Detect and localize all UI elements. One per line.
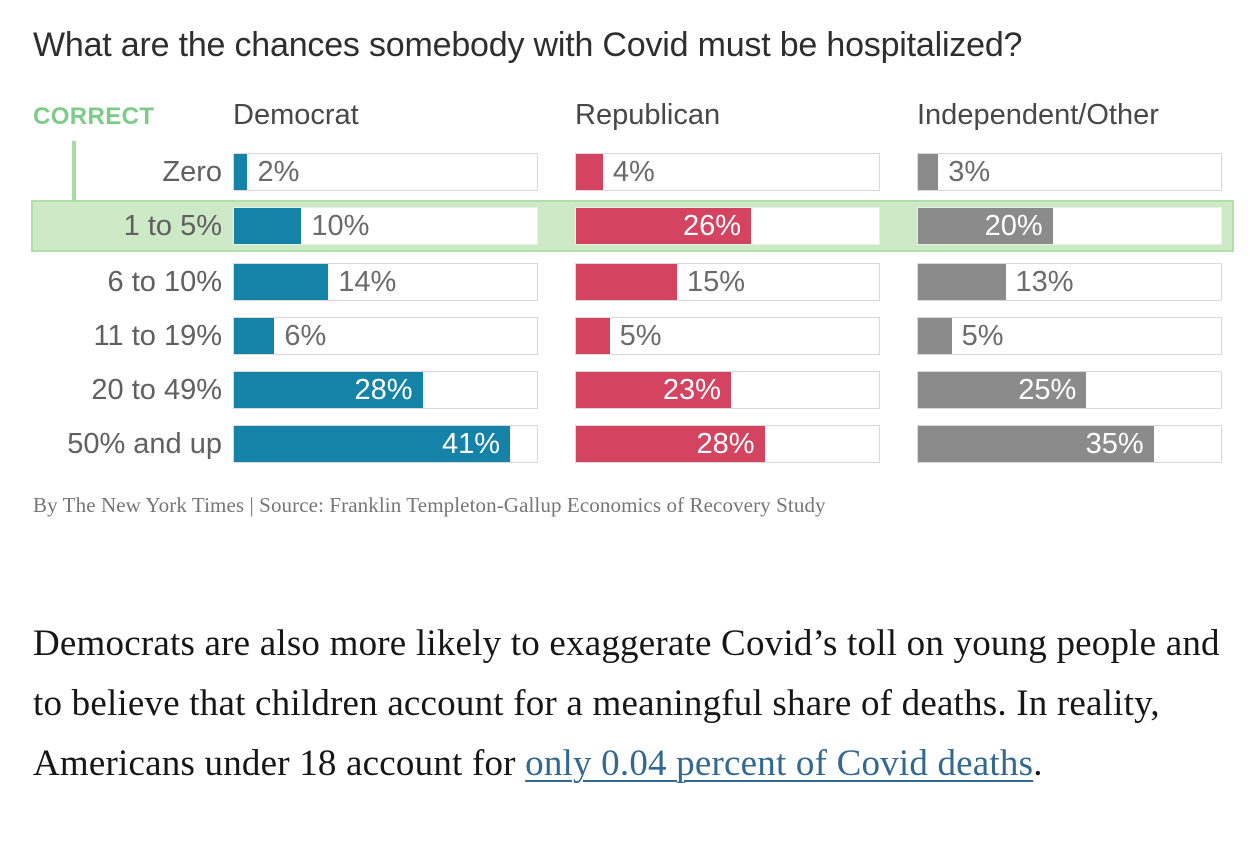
bar-republican: 28% bbox=[576, 426, 765, 462]
bar-track: 28% bbox=[575, 425, 880, 463]
row-label: 6 to 10% bbox=[107, 266, 222, 298]
bar-track: 14% bbox=[233, 263, 538, 301]
bar-track: 4% bbox=[575, 153, 880, 191]
bar-republican bbox=[576, 318, 610, 354]
bar-value-label: 6% bbox=[284, 320, 327, 352]
bar-track: 10% bbox=[233, 207, 538, 245]
bar-track: 5% bbox=[917, 317, 1222, 355]
bar-independent-other: 25% bbox=[918, 372, 1087, 408]
bar-democrat: 41% bbox=[234, 426, 511, 462]
chart-header-row: CORRECT Democrat Republican Independent/… bbox=[33, 99, 1222, 135]
bar-democrat bbox=[234, 208, 302, 244]
bar-value-label: 35% bbox=[1085, 427, 1144, 460]
bar-value-label: 25% bbox=[1018, 373, 1077, 406]
bar-independent-other: 20% bbox=[918, 208, 1053, 244]
chart-row: 50% and up 41% 28% 35% bbox=[33, 425, 1222, 463]
bar-republican: 23% bbox=[576, 372, 731, 408]
bar-track: 26% bbox=[575, 207, 880, 245]
chart-row: 1 to 5% 10% 26% 20% bbox=[33, 207, 1232, 245]
bar-value-label: 20% bbox=[984, 209, 1043, 242]
covid-deaths-link[interactable]: only 0.04 percent of Covid deaths bbox=[525, 743, 1034, 784]
bar-track: 28% bbox=[233, 371, 538, 409]
bar-track: 13% bbox=[917, 263, 1222, 301]
column-header-democrat: Democrat bbox=[233, 99, 359, 131]
bar-track: 25% bbox=[917, 371, 1222, 409]
row-label: 50% and up bbox=[67, 428, 222, 460]
paragraph-text-end: . bbox=[1033, 743, 1043, 784]
bar-track: 6% bbox=[233, 317, 538, 355]
bar-track: 3% bbox=[917, 153, 1222, 191]
correct-annotation-line bbox=[72, 141, 76, 201]
bar-track: 41% bbox=[233, 425, 538, 463]
bar-democrat: 28% bbox=[234, 372, 423, 408]
bar-value-label: 2% bbox=[257, 156, 300, 188]
bar-value-label: 23% bbox=[662, 373, 721, 406]
bar-value-label: 28% bbox=[696, 427, 755, 460]
chart-rows: Zero 2% 4% 3% 1 to 5% 10% 26% 20% 6 to 10% 14% 15%… bbox=[31, 153, 1234, 463]
chart-title: What are the chances somebody with Covid… bbox=[33, 26, 1023, 64]
bar-value-label: 14% bbox=[338, 266, 397, 298]
correct-row-highlight: 1 to 5% 10% 26% 20% bbox=[31, 200, 1234, 252]
row-label: 20 to 49% bbox=[91, 374, 222, 406]
bar-track: 5% bbox=[575, 317, 880, 355]
bar-independent-other bbox=[918, 318, 952, 354]
bar-value-label: 3% bbox=[948, 156, 991, 188]
bar-independent-other: 35% bbox=[918, 426, 1154, 462]
column-header-independent: Independent/Other bbox=[917, 99, 1159, 131]
bar-value-label: 13% bbox=[1015, 266, 1074, 298]
bar-republican: 26% bbox=[576, 208, 752, 244]
bar-independent-other bbox=[918, 264, 1006, 300]
bar-value-label: 10% bbox=[311, 210, 370, 242]
bar-value-label: 28% bbox=[354, 373, 413, 406]
article-paragraph: Democrats are also more likely to exagge… bbox=[33, 614, 1225, 794]
bar-track: 2% bbox=[233, 153, 538, 191]
bar-track: 35% bbox=[917, 425, 1222, 463]
row-label: 1 to 5% bbox=[123, 210, 222, 242]
row-label: Zero bbox=[162, 156, 222, 188]
chart-row: 11 to 19% 6% 5% 5% bbox=[33, 317, 1222, 355]
chart-row: 20 to 49% 28% 23% 25% bbox=[33, 371, 1222, 409]
chart-row: Zero 2% 4% 3% bbox=[33, 153, 1222, 191]
bar-democrat bbox=[234, 264, 329, 300]
column-header-republican: Republican bbox=[575, 99, 721, 131]
bar-value-label: 5% bbox=[961, 320, 1004, 352]
bar-republican bbox=[576, 154, 603, 190]
bar-value-label: 5% bbox=[619, 320, 662, 352]
bar-track: 20% bbox=[917, 207, 1222, 245]
bar-value-label: 15% bbox=[686, 266, 746, 298]
bar-democrat bbox=[234, 318, 275, 354]
correct-annotation-label: CORRECT bbox=[33, 103, 155, 130]
article-page: What are the chances somebody with Covid… bbox=[31, 26, 1234, 794]
bar-democrat bbox=[234, 154, 248, 190]
bar-track: 23% bbox=[575, 371, 880, 409]
paragraph-text: Democrats are also more likely to exagge… bbox=[33, 623, 1220, 784]
bar-value-label: 4% bbox=[612, 156, 655, 188]
bar-track: 15% bbox=[575, 263, 880, 301]
bar-value-label: 41% bbox=[442, 427, 501, 460]
bar-independent-other bbox=[918, 154, 939, 190]
correct-annotation-cell: CORRECT bbox=[33, 99, 233, 131]
bar-value-label: 26% bbox=[683, 209, 742, 242]
hospitalization-estimate-chart: CORRECT Democrat Republican Independent/… bbox=[31, 99, 1234, 463]
row-label: 11 to 19% bbox=[93, 320, 222, 352]
chart-row: 6 to 10% 14% 15% 13% bbox=[33, 263, 1222, 301]
chart-attribution: By The New York Times | Source: Franklin… bbox=[33, 493, 826, 517]
bar-republican bbox=[576, 264, 677, 300]
